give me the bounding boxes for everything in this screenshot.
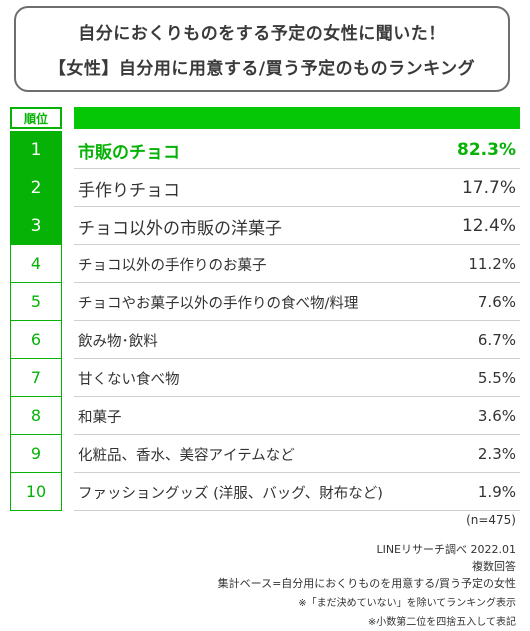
row-divider	[74, 168, 520, 169]
ranking-table: 順位 1 市販のチョコ 82.3% 2 手作りチョコ 17.7% 3 チョコ以外の市販の洋菓子…	[10, 107, 520, 511]
row-divider	[74, 320, 520, 321]
rank-cell: 6	[10, 321, 62, 359]
item-value: 2.3%	[477, 445, 516, 463]
row-divider	[74, 396, 520, 397]
item-label: 飲み物･飲料	[78, 333, 158, 350]
row-divider	[74, 282, 520, 283]
item-value: 3.6%	[477, 407, 516, 425]
row-divider	[74, 510, 520, 511]
item-label: チョコやお菓子以外の手作りの食べ物/料理	[78, 295, 359, 312]
item-value: 11.2%	[468, 255, 516, 273]
multiple-answer-note: 複数回答	[472, 560, 516, 573]
item-label: 甘くない食べ物	[78, 371, 180, 388]
header-bar	[74, 107, 520, 129]
item-value: 7.6%	[477, 293, 516, 311]
chart-title-line-2: 【女性】自分用に用意する/買う予定のものランキング	[48, 59, 476, 79]
rank-cell: 5	[10, 283, 62, 321]
table-row: 5 チョコやお菓子以外の手作りの食べ物/料理 7.6%	[10, 283, 520, 321]
table-row: 7 甘くない食べ物 5.5%	[10, 359, 520, 397]
chart-title-line-1: 自分におくりものをする予定の女性に聞いた！	[78, 24, 446, 44]
rank-cell: 2	[10, 169, 62, 207]
item-value: 5.5%	[477, 369, 516, 387]
ranking-note: ※「まだ決めていない」を除いてランキング表示	[298, 598, 516, 609]
rank-header: 順位	[10, 107, 62, 129]
table-row: 10 ファッショングッズ (洋服、バッグ、財布など) 1.9%	[10, 473, 520, 511]
item-label: 化粧品、香水、美容アイテムなど	[78, 447, 295, 464]
row-divider	[74, 434, 520, 435]
row-divider	[74, 244, 520, 245]
item-label: ファッショングッズ (洋服、バッグ、財布など)	[78, 485, 383, 502]
table-row: 4 チョコ以外の手作りのお菓子 11.2%	[10, 245, 520, 283]
rank-cell: 3	[10, 207, 62, 245]
item-label: チョコ以外の市販の洋菓子	[78, 218, 282, 239]
table-row: 3 チョコ以外の市販の洋菓子 12.4%	[10, 207, 520, 245]
rank-cell: 4	[10, 245, 62, 283]
row-divider	[74, 358, 520, 359]
item-value: 1.9%	[477, 483, 516, 501]
item-label: 和菓子	[78, 409, 122, 426]
item-value: 6.7%	[477, 331, 516, 349]
rounding-note: ※小数第二位を四捨五入して表記	[367, 617, 516, 628]
rank-cell: 8	[10, 397, 62, 435]
rank-cell: 9	[10, 435, 62, 473]
table-header: 順位	[10, 107, 520, 131]
sample-size: (n=475)	[466, 513, 516, 527]
item-label: 手作りチョコ	[78, 180, 180, 201]
table-row: 8 和菓子 3.6%	[10, 397, 520, 435]
rank-cell: 7	[10, 359, 62, 397]
base-note: 集計ベース=自分用におくりものを用意する/買う予定の女性	[217, 577, 516, 590]
item-label: 市販のチョコ	[78, 142, 180, 163]
rank-cell: 10	[10, 473, 62, 511]
table-row: 1 市販のチョコ 82.3%	[10, 131, 520, 169]
item-value: 12.4%	[461, 216, 516, 236]
item-label: チョコ以外の手作りのお菓子	[78, 257, 267, 274]
item-value: 17.7%	[461, 178, 516, 198]
table-row: 9 化粧品、香水、美容アイテムなど 2.3%	[10, 435, 520, 473]
title-box: 自分におくりものをする予定の女性に聞いた！ 【女性】自分用に用意する/買う予定の…	[14, 6, 510, 92]
row-divider	[74, 472, 520, 473]
item-value: 82.3%	[457, 140, 516, 160]
row-divider	[74, 206, 520, 207]
rank-cell: 1	[10, 131, 62, 169]
table-row: 2 手作りチョコ 17.7%	[10, 169, 520, 207]
table-row: 6 飲み物･飲料 6.7%	[10, 321, 520, 359]
source-note: LINEリサーチ調べ 2022.01	[376, 543, 516, 556]
